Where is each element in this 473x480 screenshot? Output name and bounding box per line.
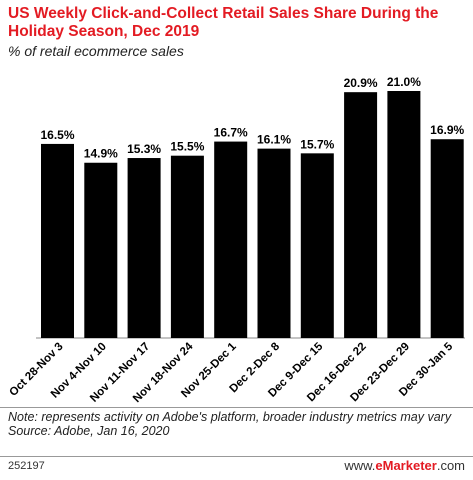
bar-6 — [257, 148, 291, 338]
brand-name: eMarketer — [375, 458, 437, 473]
bar-8 — [344, 92, 378, 338]
value-label-5: 16.7% — [214, 126, 248, 140]
source-text: Source: Adobe, Jan 16, 2020 — [8, 424, 170, 438]
bar-chart: 16.5% 14.9% 15.3% 15.5% 16.7% 16.1% 15.7% 20.9%… — [7, 75, 465, 405]
bar-2 — [84, 162, 118, 338]
bar-5 — [214, 141, 248, 338]
bar-10 — [430, 139, 464, 338]
chart-note: Note: represents activity on Adobe's pla… — [8, 410, 468, 438]
bars-group — [41, 91, 464, 338]
chart-subtitle: % of retail ecommerce sales — [8, 43, 184, 59]
value-label-9: 21.0% — [387, 75, 421, 89]
bar-9 — [387, 91, 421, 338]
value-label-10: 16.9% — [430, 123, 464, 137]
note-text: Note: represents activity on Adobe's pla… — [8, 410, 452, 424]
value-label-7: 15.7% — [300, 137, 334, 151]
value-label-2: 14.9% — [84, 147, 118, 161]
value-label-3: 15.3% — [127, 142, 161, 156]
value-label-8: 20.9% — [344, 76, 378, 90]
bar-1 — [41, 143, 74, 338]
bar-4 — [170, 155, 204, 338]
value-label-4: 15.5% — [170, 140, 204, 154]
footer-divider-bottom — [0, 456, 473, 457]
emarketer-logo: www.eMarketer.com — [344, 458, 465, 473]
brand-suffix: .com — [436, 458, 465, 473]
chart-id: 252197 — [8, 460, 45, 472]
value-labels-group: 16.5% 14.9% 15.3% 15.5% 16.7% 16.1% 15.7% 20.9%… — [40, 75, 464, 161]
footer-divider-top — [0, 407, 473, 408]
chart-title: US Weekly Click-and-Collect Retail Sales… — [8, 5, 439, 40]
value-label-1: 16.5% — [40, 128, 74, 142]
bar-7 — [300, 153, 334, 338]
brand-prefix: www. — [344, 458, 376, 473]
value-label-6: 16.1% — [257, 133, 291, 147]
bar-3 — [127, 158, 161, 338]
